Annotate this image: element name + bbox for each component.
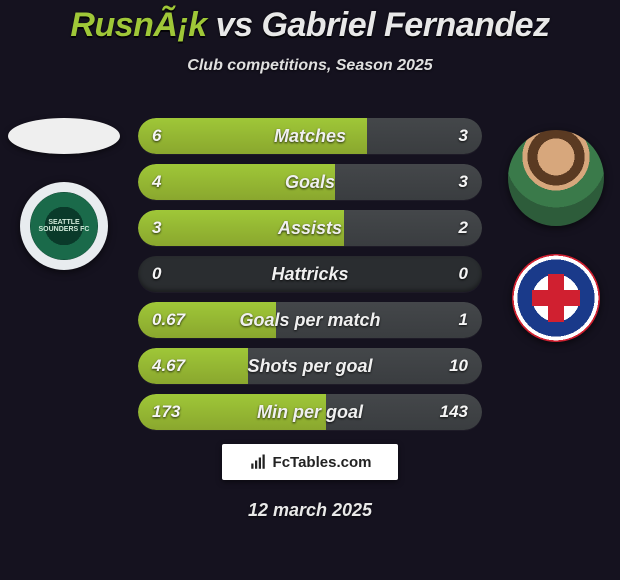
- player1-club-badge: SEATTLE SOUNDERS FC: [20, 182, 108, 270]
- stat-row: 32Assists: [138, 210, 482, 246]
- stats-panel: 63Matches 43Goals 32Assists 00Hattricks 0.67…: [138, 118, 482, 440]
- club-badge-inner: SEATTLE SOUNDERS FC: [30, 192, 98, 260]
- player1-name: RusnÃ¡k: [70, 6, 206, 44]
- stat-label: Goals: [138, 164, 482, 200]
- brand-text: FcTables.com: [273, 454, 372, 471]
- stat-row: 173143Min per goal: [138, 394, 482, 430]
- right-column: [500, 130, 612, 342]
- stat-label: Assists: [138, 210, 482, 246]
- stat-row: 00Hattricks: [138, 256, 482, 292]
- brand-badge[interactable]: FcTables.com: [222, 444, 398, 480]
- stat-label: Shots per goal: [138, 348, 482, 384]
- stat-row: 0.671Goals per match: [138, 302, 482, 338]
- page-title: RusnÃ¡k vs Gabriel Fernandez: [0, 0, 620, 45]
- stat-row: 4.6710Shots per goal: [138, 348, 482, 384]
- stat-row: 43Goals: [138, 164, 482, 200]
- vs-text: vs: [216, 6, 253, 44]
- stat-label: Hattricks: [138, 256, 482, 292]
- stat-label: Min per goal: [138, 394, 482, 430]
- club-left-label: SEATTLE SOUNDERS FC: [30, 219, 98, 233]
- left-column: SEATTLE SOUNDERS FC: [8, 118, 120, 270]
- date-label: 12 march 2025: [0, 500, 620, 521]
- player2-club-badge: [512, 254, 600, 342]
- stat-row: 63Matches: [138, 118, 482, 154]
- player1-avatar: [8, 118, 120, 154]
- stat-label: Goals per match: [138, 302, 482, 338]
- player2-avatar: [508, 130, 604, 226]
- subtitle: Club competitions, Season 2025: [0, 57, 620, 75]
- player2-name: Gabriel Fernandez: [261, 6, 549, 44]
- chart-icon: [249, 453, 267, 471]
- stat-label: Matches: [138, 118, 482, 154]
